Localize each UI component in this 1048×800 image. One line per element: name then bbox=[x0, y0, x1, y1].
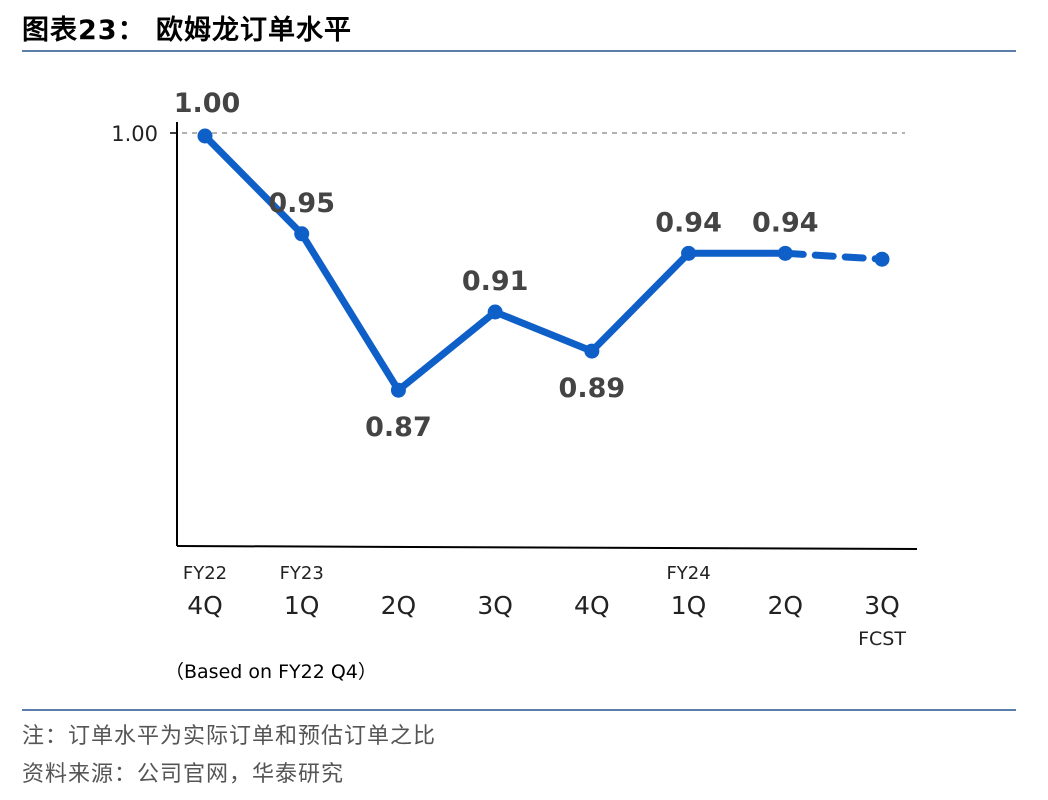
footnote: 注：订单水平为实际订单和预估订单之比 bbox=[22, 724, 437, 749]
data-point bbox=[874, 251, 890, 267]
source-note: 资料来源：公司官网，华泰研究 bbox=[22, 762, 345, 787]
data-label: 0.89 bbox=[559, 373, 626, 404]
data-point bbox=[390, 382, 406, 398]
data-point bbox=[197, 128, 213, 144]
x-tick-quarter: 2Q bbox=[381, 591, 417, 620]
line-chart: 1.00 1.00 0.95 0.87 0.91 0.89 0.94 0.94 FY22 4Q… bbox=[111, 88, 918, 683]
x-tick-quarter: 1Q bbox=[671, 591, 707, 620]
y-tick-label: 1.00 bbox=[111, 122, 158, 146]
data-label: 1.00 bbox=[174, 88, 241, 119]
x-tick-quarter: 3Q bbox=[477, 591, 513, 620]
x-tick-fiscal-year: FY22 bbox=[183, 563, 227, 584]
footer-divider bbox=[22, 709, 1016, 711]
data-point bbox=[681, 245, 697, 261]
x-tick-fiscal-year: FY24 bbox=[666, 563, 710, 584]
x-tick-quarter: 3Q bbox=[864, 591, 900, 620]
axis-note: （Based on FY22 Q4） bbox=[165, 661, 377, 683]
title-divider bbox=[22, 50, 1016, 52]
data-point bbox=[584, 343, 600, 359]
forecast-line bbox=[781, 249, 886, 263]
figure-title: 图表23： 欧姆龙订单水平 bbox=[22, 15, 352, 46]
data-label: 0.94 bbox=[655, 207, 722, 238]
series-line bbox=[201, 132, 789, 394]
x-tick-quarter: 1Q bbox=[284, 591, 320, 620]
x-tick-fiscal-year: FY23 bbox=[280, 563, 324, 584]
x-tick-quarter: 2Q bbox=[767, 591, 803, 620]
x-tick-quarter: 4Q bbox=[574, 591, 610, 620]
data-label: 0.95 bbox=[268, 188, 335, 219]
x-tick-quarter: 4Q bbox=[187, 591, 223, 620]
data-label: 0.87 bbox=[365, 412, 432, 443]
data-point bbox=[487, 304, 503, 320]
x-axis bbox=[176, 545, 918, 550]
data-point bbox=[294, 226, 310, 242]
x-tick-forecast: FCST bbox=[858, 628, 906, 650]
data-label: 0.91 bbox=[462, 266, 529, 297]
data-label: 0.94 bbox=[752, 207, 819, 238]
data-point bbox=[777, 245, 793, 261]
